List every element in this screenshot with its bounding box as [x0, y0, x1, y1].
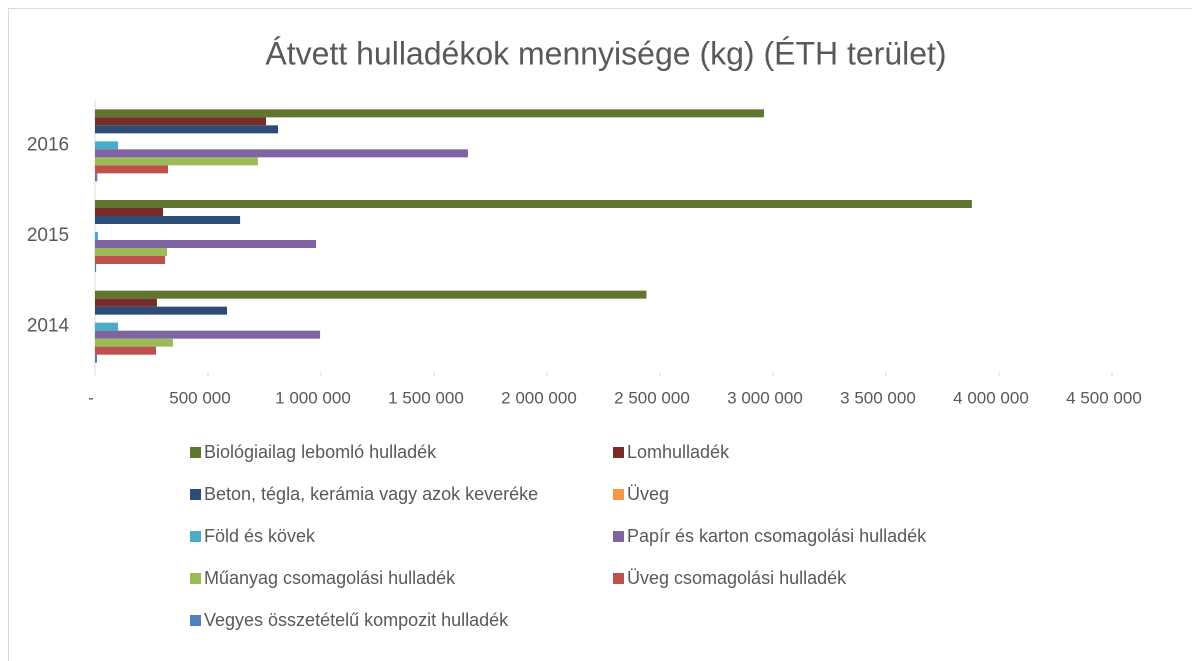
- legend-label: Beton, tégla, kerámia vagy azok keveréke: [204, 484, 538, 504]
- chart-title: Átvett hulladékok mennyisége (kg) (ÉTH t…: [265, 35, 946, 71]
- legend-label: Lomhulladék: [627, 442, 730, 462]
- y-tick-label: 2016: [27, 134, 69, 155]
- bar: [95, 290, 647, 299]
- x-tick-label: -: [88, 388, 94, 407]
- legend-swatch: [190, 489, 201, 500]
- legend-swatch: [190, 573, 201, 584]
- bar: [95, 338, 173, 347]
- y-tick-label: 2014: [27, 316, 70, 337]
- legend-label: Papír és karton csomagolási hulladék: [627, 526, 927, 546]
- bar: [95, 173, 98, 182]
- legend-label: Műanyag csomagolási hulladék: [204, 568, 456, 588]
- bar: [95, 117, 267, 126]
- x-tick-label: 2 000 000: [501, 388, 577, 407]
- bar: [95, 232, 98, 240]
- bar: [95, 346, 157, 355]
- legend-swatch: [613, 531, 624, 542]
- x-tick-label: 500 000: [169, 388, 230, 407]
- legend-swatch: [613, 573, 624, 584]
- x-tick-label: 4 000 000: [953, 388, 1029, 407]
- bar: [95, 240, 317, 248]
- x-tick-label: 4 500 000: [1066, 388, 1142, 407]
- legend-label: Üveg: [627, 484, 669, 504]
- x-tick-label: 1 000 000: [275, 388, 351, 407]
- bar: [95, 330, 321, 339]
- legend-label: Üveg csomagolási hulladék: [627, 568, 847, 588]
- x-tick-label: 1 500 000: [388, 388, 464, 407]
- legend-label: Föld és kövek: [204, 526, 316, 546]
- legend-swatch: [190, 615, 201, 626]
- bar: [95, 264, 97, 272]
- bar: [95, 322, 119, 331]
- bar: [95, 306, 227, 315]
- x-tick-label: 2 500 000: [614, 388, 690, 407]
- legend-swatch: [613, 489, 624, 500]
- chart-border: [8, 8, 1192, 661]
- bar: [95, 125, 279, 134]
- bar: [95, 157, 258, 166]
- bar: [95, 200, 972, 208]
- bar: [95, 208, 164, 216]
- bar: [95, 149, 468, 158]
- x-tick-label: 3 500 000: [840, 388, 916, 407]
- bar: [95, 298, 157, 307]
- legend-swatch: [190, 531, 201, 542]
- legend-swatch: [613, 447, 624, 458]
- legend-swatch: [190, 447, 201, 458]
- bar: [95, 165, 168, 174]
- legend-label: Vegyes összetételű kompozit hulladék: [204, 610, 509, 630]
- bar: [95, 256, 166, 264]
- bar: [95, 354, 98, 363]
- bar: [95, 248, 168, 256]
- bar: [95, 141, 119, 150]
- x-tick-label: 3 000 000: [727, 388, 803, 407]
- bar: [95, 216, 241, 224]
- y-tick-label: 2015: [27, 225, 69, 246]
- bar: [95, 109, 764, 118]
- legend-label: Biológiailag lebomló hulladék: [204, 442, 437, 462]
